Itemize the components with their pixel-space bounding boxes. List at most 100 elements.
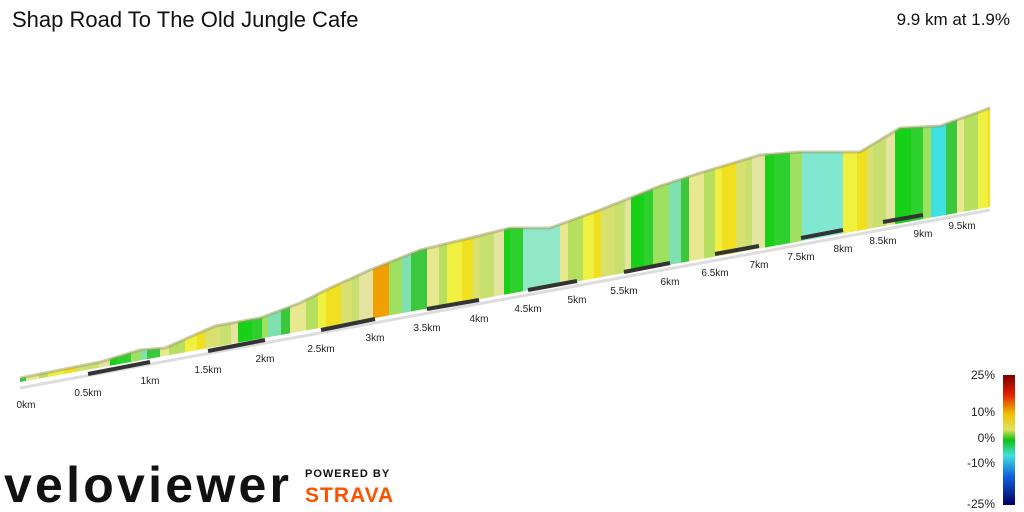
gradient-stripe <box>988 108 990 382</box>
gradient-stripe <box>48 108 65 382</box>
km-segment <box>882 213 924 224</box>
distance-label: 6km <box>661 277 680 288</box>
gradient-stripe <box>281 108 291 382</box>
gradient-stripe <box>99 108 111 382</box>
gradient-stripe <box>644 108 654 382</box>
gradient-stripe <box>765 108 775 382</box>
title: Shap Road To The Old Jungle Cafe <box>12 7 359 32</box>
gradient-stripe <box>341 108 353 382</box>
gradient-stripe <box>895 108 912 382</box>
strava: STRAVA <box>305 484 394 507</box>
gradient-stripe <box>802 108 811 382</box>
gradient-legend: 25% 10% 0% -10% -25% <box>967 368 995 511</box>
gradient-stripe <box>231 108 239 382</box>
distance-label: 5.5km <box>610 286 637 297</box>
gradient-stripe <box>306 108 319 382</box>
km-segment <box>426 298 480 311</box>
gradient-stripe <box>746 108 753 382</box>
summary: 9.9 km at 1.9% <box>897 10 1010 29</box>
distance-label: 3.5km <box>413 323 440 334</box>
gradient-stripe <box>594 108 602 382</box>
gradient-stripe <box>857 108 868 382</box>
gradient-stripe <box>439 108 448 382</box>
distance-label: 2.5km <box>307 344 334 355</box>
gradient-stripe <box>715 108 723 382</box>
distance-label: 4km <box>470 314 489 325</box>
gradient-stripe <box>631 108 645 382</box>
km-segment <box>800 228 844 240</box>
gradient-stripe <box>318 108 327 382</box>
gradient-stripe <box>147 108 161 382</box>
gradient-stripe <box>615 108 626 382</box>
gradient-stripe <box>978 108 989 382</box>
distance-label: 4.5km <box>514 304 541 315</box>
distance-label: 0.5km <box>74 388 101 399</box>
distance-label: 5km <box>568 295 587 306</box>
profile-top <box>19 106 991 380</box>
gradient-stripe <box>352 108 360 382</box>
distance-label: 8km <box>834 244 853 255</box>
gradient-stripe <box>669 108 682 382</box>
distance-label: 9.5km <box>948 221 975 232</box>
gradient-stripe <box>810 108 826 382</box>
gradient-stripe <box>946 108 958 382</box>
distance-label: 3km <box>366 333 385 344</box>
distance-label: 1km <box>141 376 160 387</box>
gradient-stripe <box>911 108 924 382</box>
gradient-stripe <box>26 108 40 382</box>
gradient-stripe <box>653 108 670 382</box>
gradient-stripe <box>873 108 887 382</box>
gradient-stripe <box>601 108 616 382</box>
gradient-scale <box>1003 375 1015 505</box>
gradient-stripe <box>689 108 705 382</box>
km-segment <box>714 244 760 256</box>
gradient-stripe <box>84 108 100 382</box>
gradient-stripe <box>473 108 481 382</box>
gradient-stripe <box>238 108 253 382</box>
gradient-stripe <box>504 108 511 382</box>
gradient-stripe <box>402 108 412 382</box>
gradient-stripe <box>160 108 170 382</box>
gradient-stripe <box>510 108 524 382</box>
gradient-stripe <box>583 108 595 382</box>
legend-label: 0% <box>978 431 996 445</box>
gradient-stripe <box>532 108 549 382</box>
gradient-stripe <box>964 108 979 382</box>
distance-axis: 0km 0.5km 1km 1.5km 2km 2.5km 3km 3.5km 4km 4.5km… <box>17 213 976 411</box>
gradient-stripe <box>20 108 27 382</box>
distance-label: 6.5km <box>701 268 728 279</box>
gradient-stripe <box>957 108 965 382</box>
gradient-stripe <box>447 108 463 382</box>
powered-by: POWERED BY <box>305 468 390 480</box>
gradient-stripe <box>548 108 561 382</box>
gradient-stripe <box>290 108 307 382</box>
gradient-stripe <box>681 108 690 382</box>
distance-label: 0km <box>17 400 36 411</box>
gradient-stripe <box>141 108 148 382</box>
gradient-stripe <box>480 108 495 382</box>
profile-base <box>19 208 991 390</box>
km-segment <box>320 317 376 332</box>
distance-label: 7.5km <box>787 252 814 263</box>
gradient-stripe <box>568 108 584 382</box>
gradient-stripe <box>359 108 374 382</box>
gradient-stripe <box>523 108 533 382</box>
gradient-stripe <box>373 108 384 382</box>
km-segment <box>207 338 266 353</box>
gradient-stripe <box>326 108 342 382</box>
gradient-stripe <box>931 108 947 382</box>
distance-label: 8.5km <box>869 236 896 247</box>
gradient-stripe <box>131 108 142 382</box>
legend-label: 25% <box>971 368 995 382</box>
gradient-stripe <box>64 108 77 382</box>
km-segment <box>87 360 151 376</box>
gradient-stripe <box>494 108 505 382</box>
gradient-stripe <box>736 108 747 382</box>
distance-label: 2km <box>256 354 275 365</box>
legend-label: 10% <box>971 405 995 419</box>
gradient-stripe <box>790 108 803 382</box>
gradient-stripe <box>704 108 716 382</box>
gradient-stripe <box>39 108 49 382</box>
gradient-stripe <box>923 108 932 382</box>
